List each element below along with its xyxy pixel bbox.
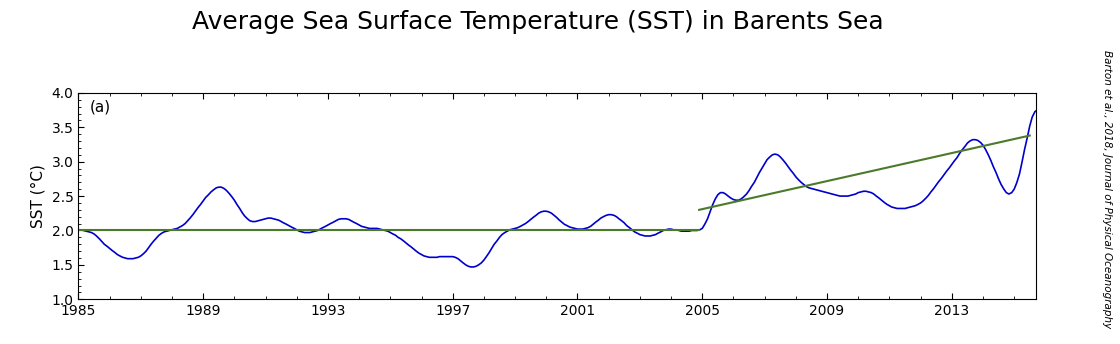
- Text: Barton et al., 2018, Journal of Physical Oceanography: Barton et al., 2018, Journal of Physical…: [1102, 50, 1112, 328]
- Text: (a): (a): [90, 99, 111, 114]
- Y-axis label: SST (°C): SST (°C): [31, 164, 46, 228]
- Text: Average Sea Surface Temperature (SST) in Barents Sea: Average Sea Surface Temperature (SST) in…: [192, 10, 884, 34]
